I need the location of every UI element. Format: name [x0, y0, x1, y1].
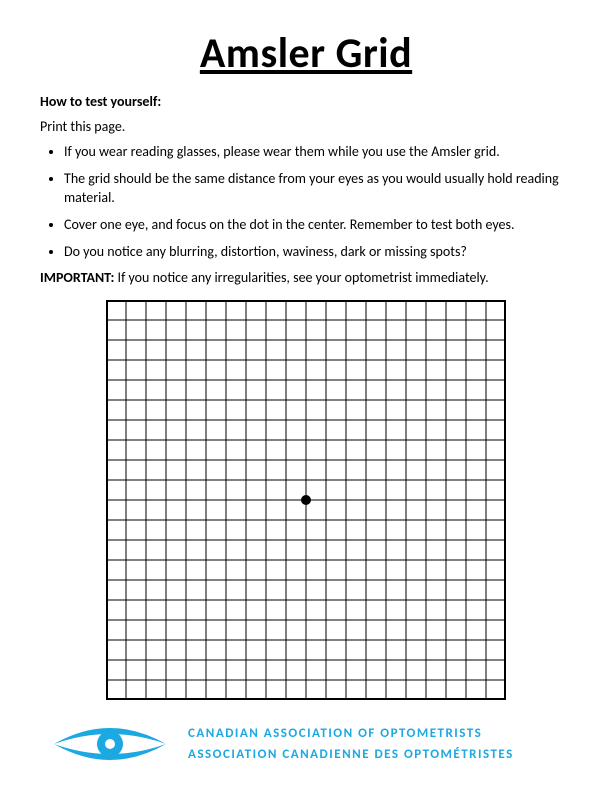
list-item: If you wear reading glasses, please wear… [64, 143, 572, 162]
important-label: IMPORTANT: [40, 269, 114, 286]
amsler-grid [106, 300, 506, 700]
org-line-en: CANADIAN ASSOCIATION OF OPTOMETRISTS [188, 726, 514, 741]
list-item: Cover one eye, and focus on the dot in t… [64, 216, 572, 235]
list-item: The grid should be the same distance fro… [64, 170, 572, 208]
page-title: Amsler Grid [40, 28, 572, 79]
instruction-list: If you wear reading glasses, please wear… [40, 143, 572, 261]
footer: CANADIAN ASSOCIATION OF OPTOMETRISTS ASS… [40, 718, 572, 770]
list-item: Do you notice any blurring, distortion, … [64, 243, 572, 262]
eye-icon [50, 718, 170, 770]
org-line-fr: ASSOCIATION CANADIENNE DES OPTOMÉTRISTES [188, 747, 514, 762]
intro-text: Print this page. [40, 118, 572, 135]
important-note: IMPORTANT: If you notice any irregularit… [40, 269, 572, 286]
org-name: CANADIAN ASSOCIATION OF OPTOMETRISTS ASS… [188, 726, 514, 762]
instructions-heading: How to test yourself: [40, 93, 572, 110]
important-text: If you notice any irregularities, see yo… [114, 269, 488, 286]
center-dot [301, 495, 311, 505]
